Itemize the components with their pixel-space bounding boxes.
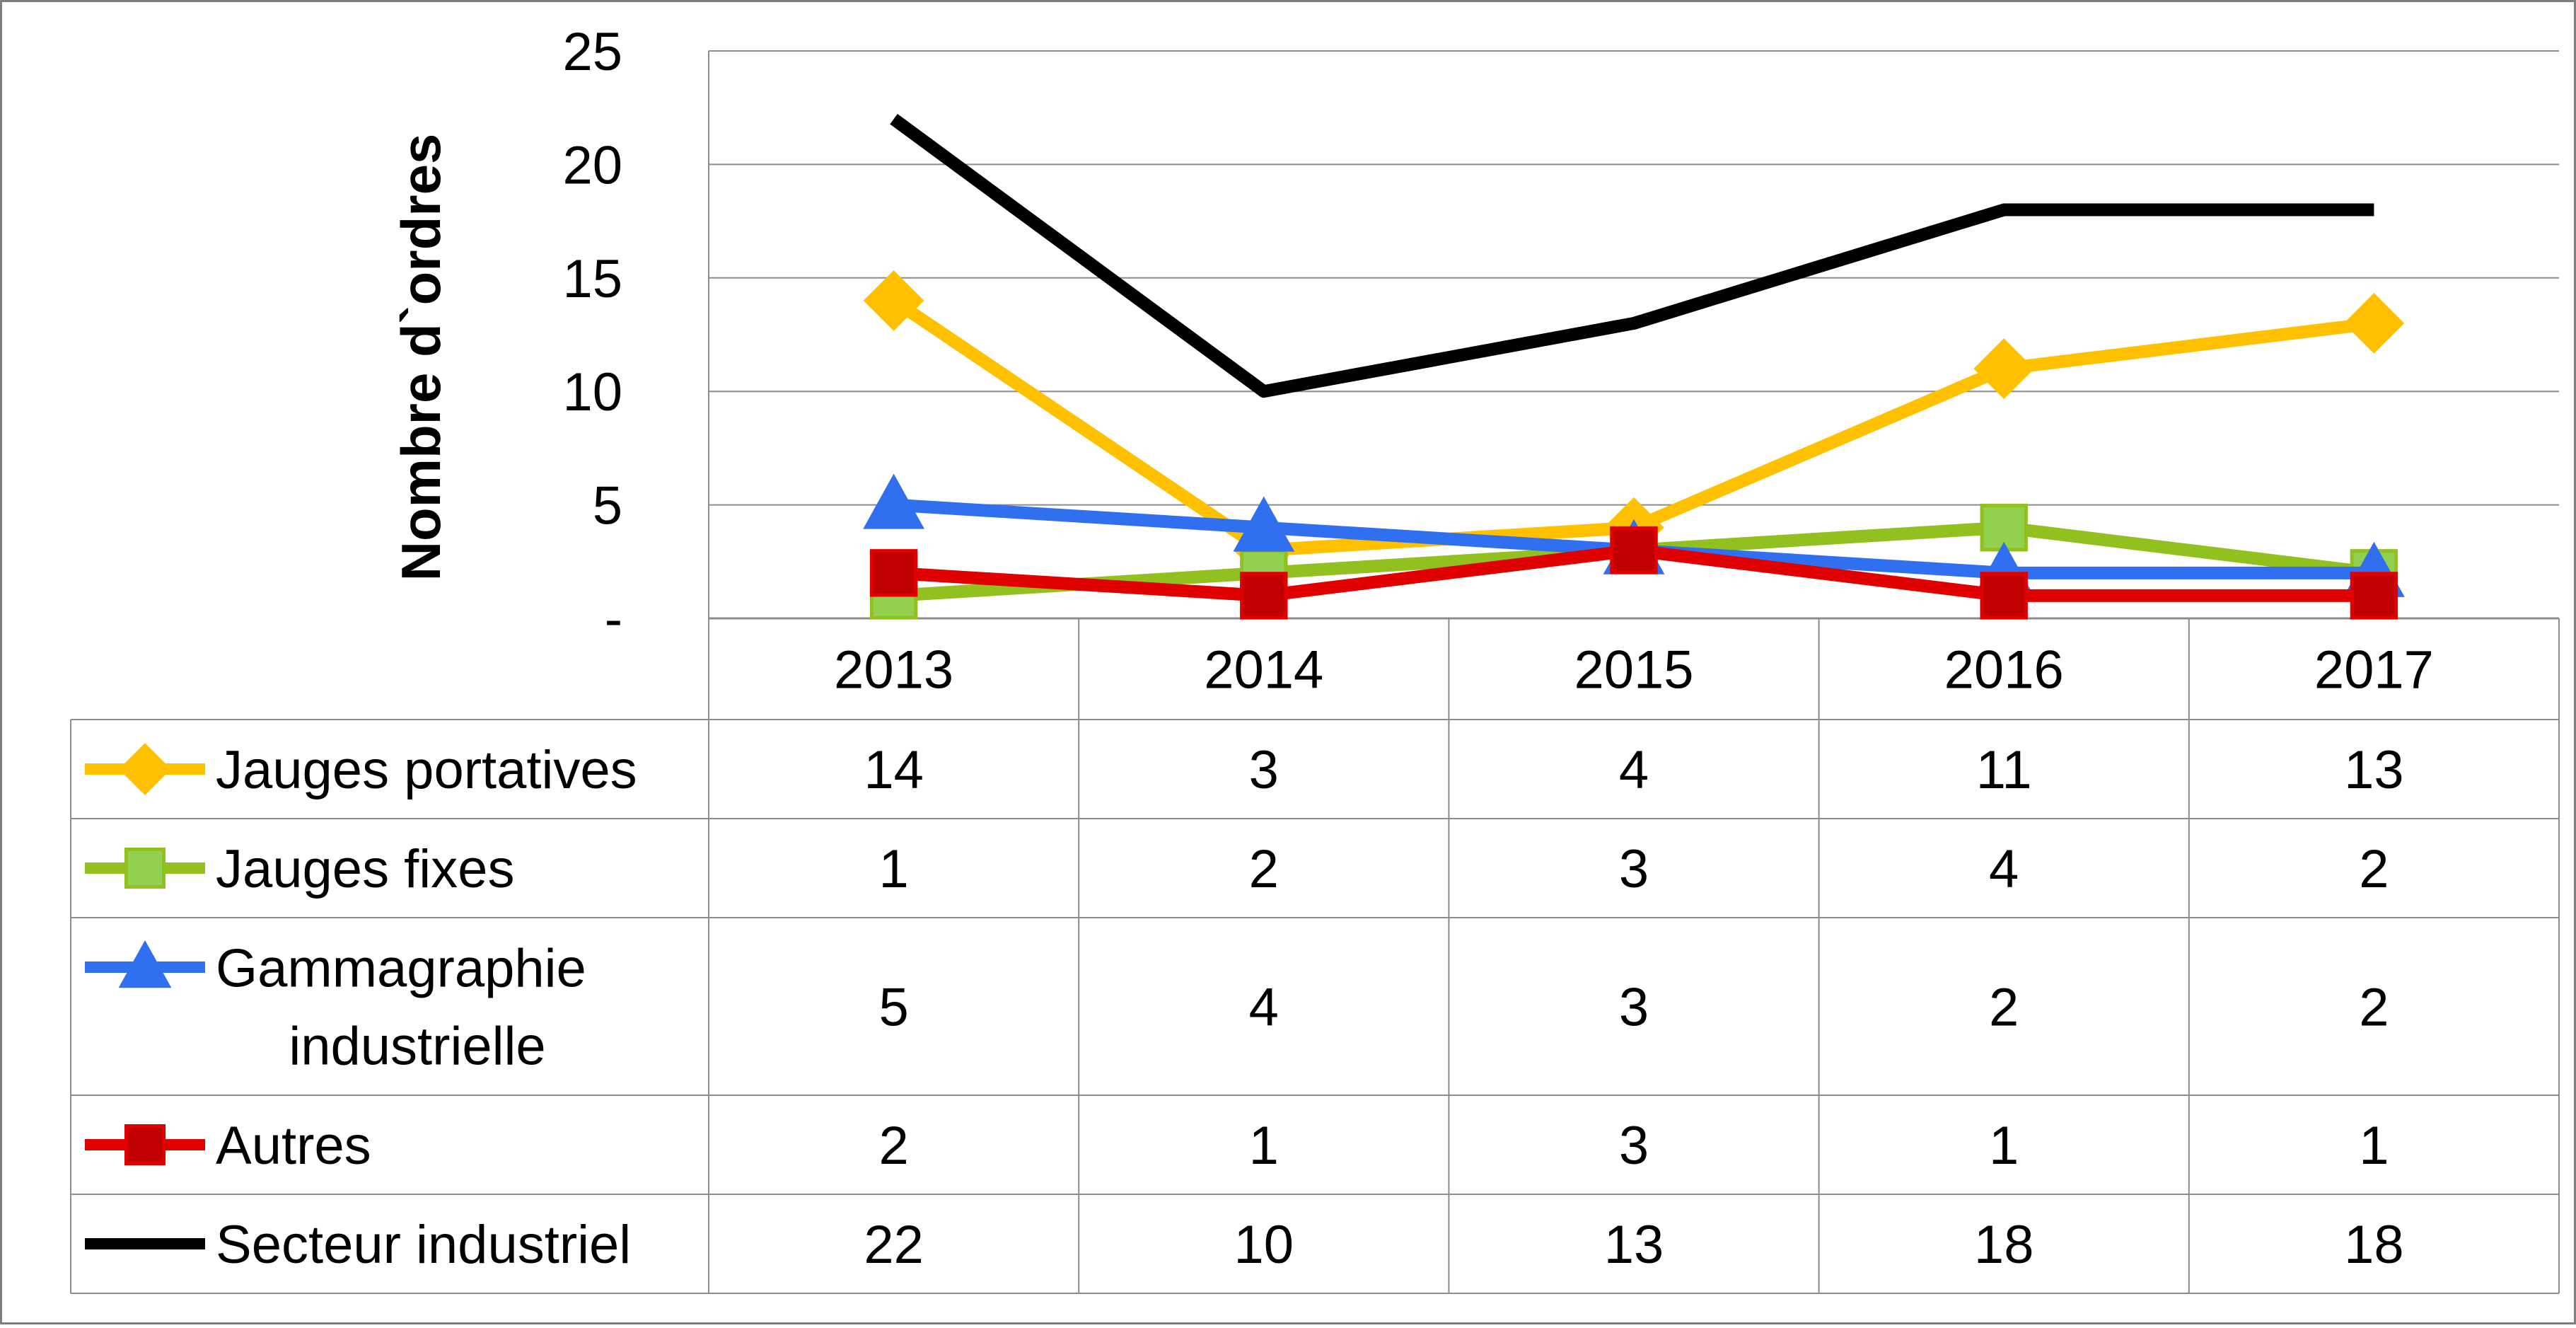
y-tick-label: - bbox=[605, 589, 622, 649]
legend-label: industrielle bbox=[289, 1017, 545, 1077]
table-value: 3 bbox=[1619, 978, 1649, 1038]
table-value: 14 bbox=[864, 740, 924, 800]
table-value: 1 bbox=[1249, 1116, 1279, 1176]
table-value: 4 bbox=[1249, 978, 1279, 1038]
table-value: 13 bbox=[2344, 740, 2404, 800]
square-marker bbox=[1610, 526, 1658, 574]
diamond-marker bbox=[863, 270, 924, 331]
square-marker-legend bbox=[124, 1124, 166, 1166]
table-value: 2 bbox=[1989, 978, 2019, 1038]
category-label: 2016 bbox=[1944, 640, 2064, 700]
y-tick-label: 5 bbox=[593, 476, 622, 536]
square-marker-legend bbox=[124, 847, 166, 889]
triangle-marker bbox=[1233, 496, 1295, 552]
series-group bbox=[869, 526, 2398, 620]
y-tick-label: 10 bbox=[562, 362, 622, 422]
legend-label: Jauges portatives bbox=[216, 740, 637, 800]
table-value: 3 bbox=[1619, 1116, 1649, 1176]
y-tick-label: 25 bbox=[562, 22, 622, 82]
table-value: 11 bbox=[1976, 740, 2032, 800]
square-marker bbox=[2350, 572, 2398, 620]
table-value: 1 bbox=[1989, 1116, 2019, 1176]
series-lines bbox=[863, 113, 2405, 620]
triangle-marker-legend bbox=[118, 940, 172, 988]
diamond-marker bbox=[1973, 338, 2035, 399]
table-value: 13 bbox=[1604, 1215, 1664, 1275]
table-value: 4 bbox=[1619, 740, 1649, 800]
y-tick-label: 15 bbox=[562, 249, 622, 309]
table-value: 22 bbox=[864, 1215, 924, 1275]
table-value: 4 bbox=[1989, 839, 2019, 899]
square-marker bbox=[1980, 572, 2028, 620]
y-axis-label: Nombre d`ordres bbox=[390, 134, 452, 582]
series-line bbox=[890, 113, 2374, 398]
table-value: 1 bbox=[2359, 1116, 2389, 1176]
table-value: 3 bbox=[1249, 740, 1279, 800]
table-value: 3 bbox=[1619, 839, 1649, 899]
y-tick-label: 20 bbox=[562, 135, 622, 195]
legend-label: Jauges fixes bbox=[216, 839, 514, 899]
category-label: 2014 bbox=[1204, 640, 1323, 700]
legend-label: Gammagraphie bbox=[216, 939, 586, 999]
table-value: 18 bbox=[1974, 1215, 2034, 1275]
table-value: 2 bbox=[878, 1116, 908, 1176]
table-value: 10 bbox=[1234, 1215, 1294, 1275]
category-label: 2013 bbox=[834, 640, 953, 700]
table-value: 2 bbox=[1249, 839, 1279, 899]
diamond-marker bbox=[2343, 293, 2405, 354]
table-value: 1 bbox=[878, 839, 908, 899]
diamond-marker-legend bbox=[119, 743, 171, 795]
series-group bbox=[890, 113, 2374, 398]
y-axis: - 5 10 15 20 25 bbox=[562, 22, 622, 649]
category-label: 2017 bbox=[2314, 640, 2434, 700]
table-value: 18 bbox=[2344, 1215, 2404, 1275]
triangle-marker bbox=[863, 473, 924, 529]
table-value: 2 bbox=[2359, 839, 2389, 899]
legend-label: Secteur industriel bbox=[216, 1215, 631, 1275]
legend-label: Autres bbox=[216, 1116, 371, 1176]
table-value: 2 bbox=[2359, 978, 2389, 1038]
square-marker bbox=[869, 549, 918, 597]
table-value: 5 bbox=[878, 978, 908, 1038]
square-marker bbox=[1240, 572, 1288, 620]
category-label: 2015 bbox=[1574, 640, 1693, 700]
